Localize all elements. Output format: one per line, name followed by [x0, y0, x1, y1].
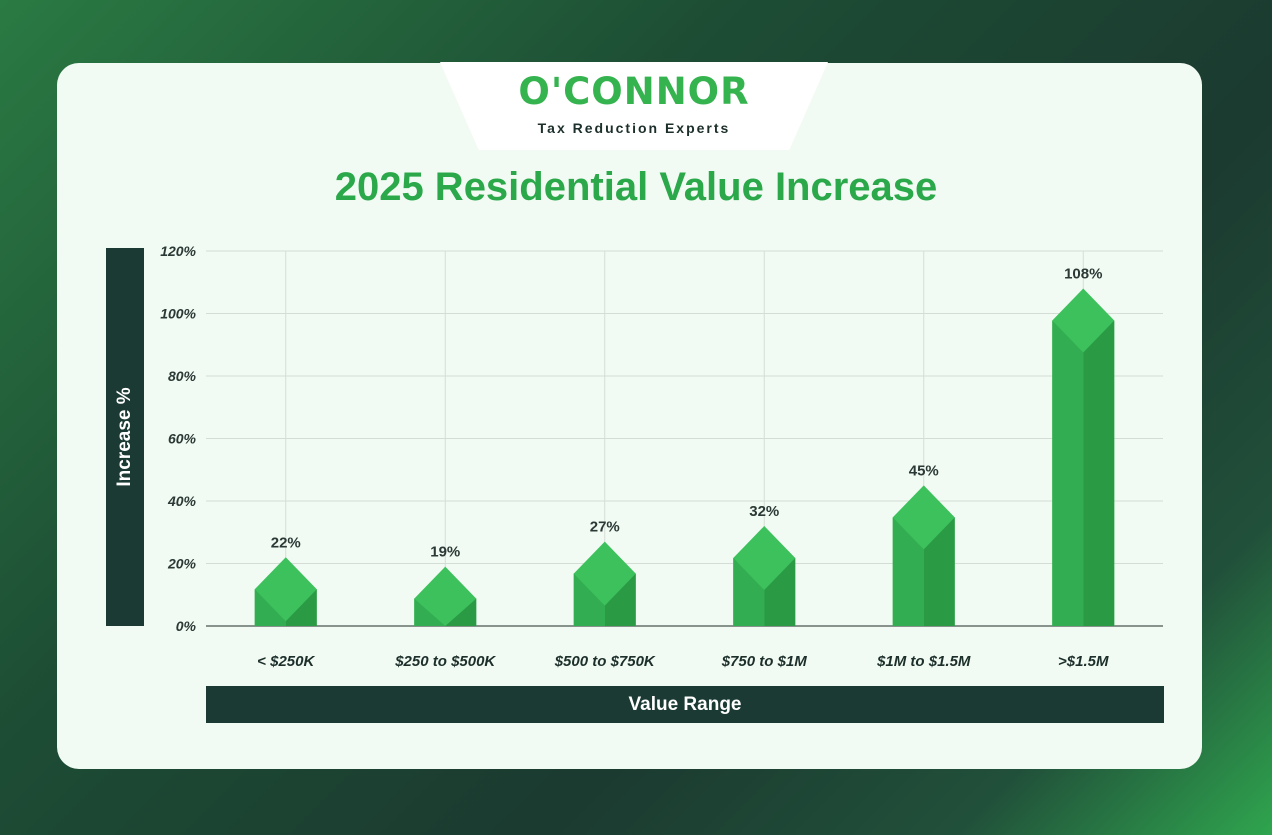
bar-shade — [1083, 320, 1115, 626]
x-tick-label: >$1.5M — [1058, 653, 1109, 670]
bar-shade — [604, 573, 636, 626]
chart-title: 2025 Residential Value Increase — [334, 165, 938, 209]
bar-shade — [764, 558, 796, 626]
x-tick-label: $500 to $750K — [554, 653, 656, 670]
data-label: 27% — [590, 519, 620, 536]
bar-shade — [445, 598, 477, 626]
y-axis-label-bar — [106, 248, 144, 626]
logo-tab — [440, 62, 828, 150]
x-axis-label: Value Range — [628, 693, 742, 715]
x-axis-label-bar: Value Range — [206, 686, 1164, 723]
data-label: 32% — [749, 503, 779, 520]
bar-facet — [414, 598, 446, 626]
brand-tagline: Tax Reduction Experts — [537, 120, 731, 136]
bar-facet — [1052, 320, 1084, 626]
y-tick-label: 0% — [176, 618, 197, 634]
data-label: 108% — [1064, 266, 1102, 283]
y-tick-label: 120% — [160, 243, 196, 259]
x-tick-label: $750 to $1M — [721, 653, 808, 670]
x-tick-label: $1M to $1.5M — [876, 653, 971, 670]
y-tick-label: 60% — [168, 431, 197, 447]
y-tick-label: 100% — [160, 306, 196, 322]
x-tick-label: $250 to $500K — [394, 653, 496, 670]
bar-facet — [573, 573, 605, 626]
x-tick-label: < $250K — [257, 653, 315, 670]
bar-facet — [254, 589, 286, 626]
chart-card — [57, 63, 1202, 769]
bar-facet — [733, 558, 765, 626]
data-label: 45% — [909, 462, 939, 479]
brand-logo: O'CONNOR — [518, 70, 750, 113]
data-label: 22% — [271, 534, 301, 551]
y-tick-label: 40% — [167, 493, 197, 509]
data-label: 19% — [430, 544, 460, 561]
bar-facet — [892, 517, 924, 626]
bar-shade — [923, 517, 955, 626]
bar-shade — [285, 589, 317, 626]
y-tick-label: 80% — [168, 368, 197, 384]
y-tick-label: 20% — [167, 556, 197, 572]
bar — [414, 566, 477, 626]
